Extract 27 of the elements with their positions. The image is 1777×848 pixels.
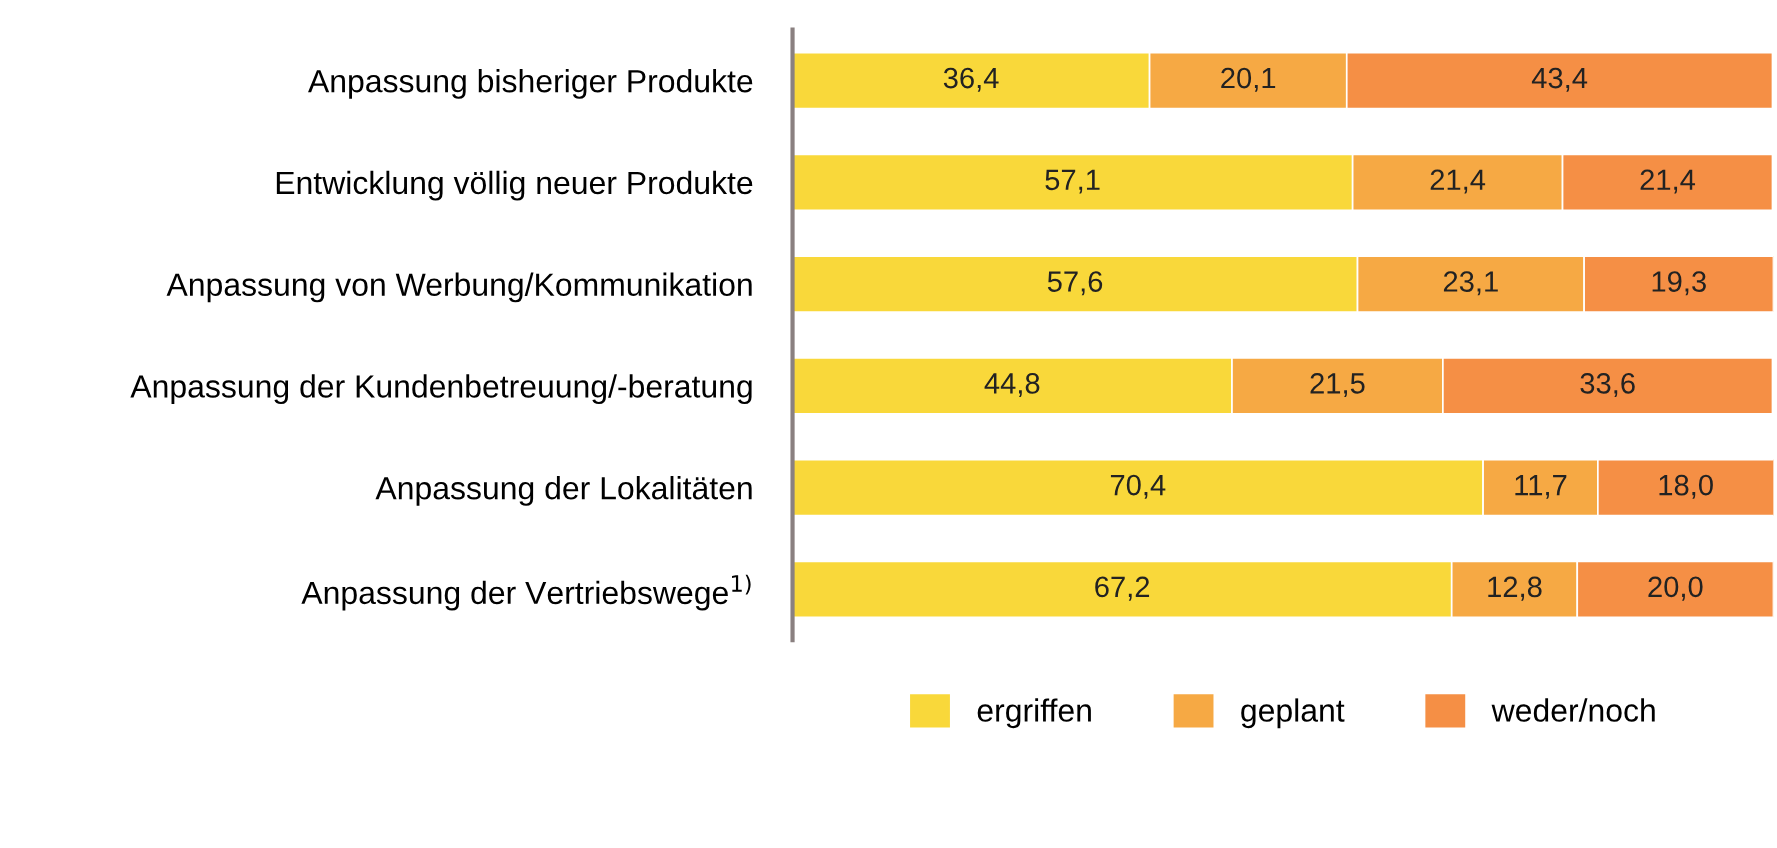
data-label: 21,4 xyxy=(1640,169,1696,194)
data-label: 18,0 xyxy=(1659,474,1713,499)
data-label: 23,1 xyxy=(1443,271,1498,296)
data-label: 20,0 xyxy=(1648,576,1703,601)
data-label: 21,5 xyxy=(1310,373,1365,398)
data-label: 19,3 xyxy=(1652,271,1706,296)
legend-label: geplant xyxy=(1241,698,1345,729)
y-tick-label: Anpassung von Werbung/Kommunikation xyxy=(166,272,752,303)
legend-label: ergriffen xyxy=(977,698,1091,729)
data-label: 57,6 xyxy=(1047,271,1103,296)
data-label: 44,8 xyxy=(984,373,1040,398)
y-tick-label: Anpassung der Kundenbetreuung/-beratung xyxy=(130,374,752,405)
data-label: 12,8 xyxy=(1488,576,1542,601)
y-tick-label: Anpassung der Lokalitäten xyxy=(375,476,752,506)
data-label: 70,4 xyxy=(1110,474,1166,499)
y-tick-label: Anpassung bisheriger Produkte xyxy=(308,68,753,99)
data-label: 57,1 xyxy=(1045,169,1100,194)
data-label: 36,4 xyxy=(943,67,999,92)
y-tick-label: Entwicklung völlig neuer Produkte xyxy=(276,170,753,201)
data-label: 11,7 xyxy=(1515,475,1567,499)
y-tick-label: Anpassung der Vertriebswege$^{1)}$ xyxy=(301,574,751,611)
data-label: 20,1 xyxy=(1221,67,1276,92)
data-label: 21,4 xyxy=(1430,169,1486,194)
data-label: 43,4 xyxy=(1531,67,1588,92)
legend-label: weder/noch xyxy=(1491,698,1655,722)
data-label: 33,6 xyxy=(1580,373,1635,398)
data-label: 67,2 xyxy=(1095,576,1150,601)
